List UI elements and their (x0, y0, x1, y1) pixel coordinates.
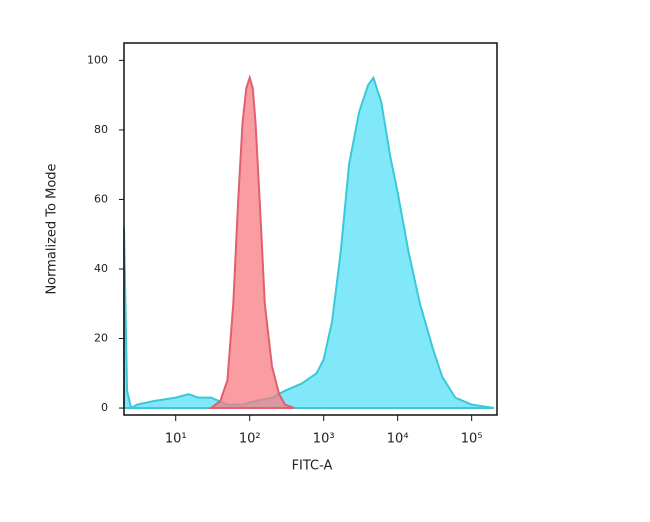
x-tick-label: 10⁴ (387, 432, 409, 447)
plot-border (123, 42, 498, 416)
area-series (208, 74, 295, 410)
x-tick-label: 10¹ (165, 432, 187, 447)
x-axis-label: FITC-A (292, 459, 333, 474)
y-tick-label: 100 (87, 53, 108, 66)
area-series (123, 75, 495, 410)
x-tick-label: 10³ (313, 432, 335, 447)
y-tick-label: 80 (94, 123, 108, 136)
y-axis-label: Normalized To Mode (45, 163, 60, 294)
y-tick-label: 0 (101, 401, 108, 414)
y-tick-label: 20 (94, 332, 108, 345)
x-tick-label: 10⁵ (461, 432, 483, 447)
x-tick-label: 10² (239, 432, 261, 447)
y-tick-label: 60 (94, 192, 108, 205)
y-tick-label: 40 (94, 262, 108, 275)
